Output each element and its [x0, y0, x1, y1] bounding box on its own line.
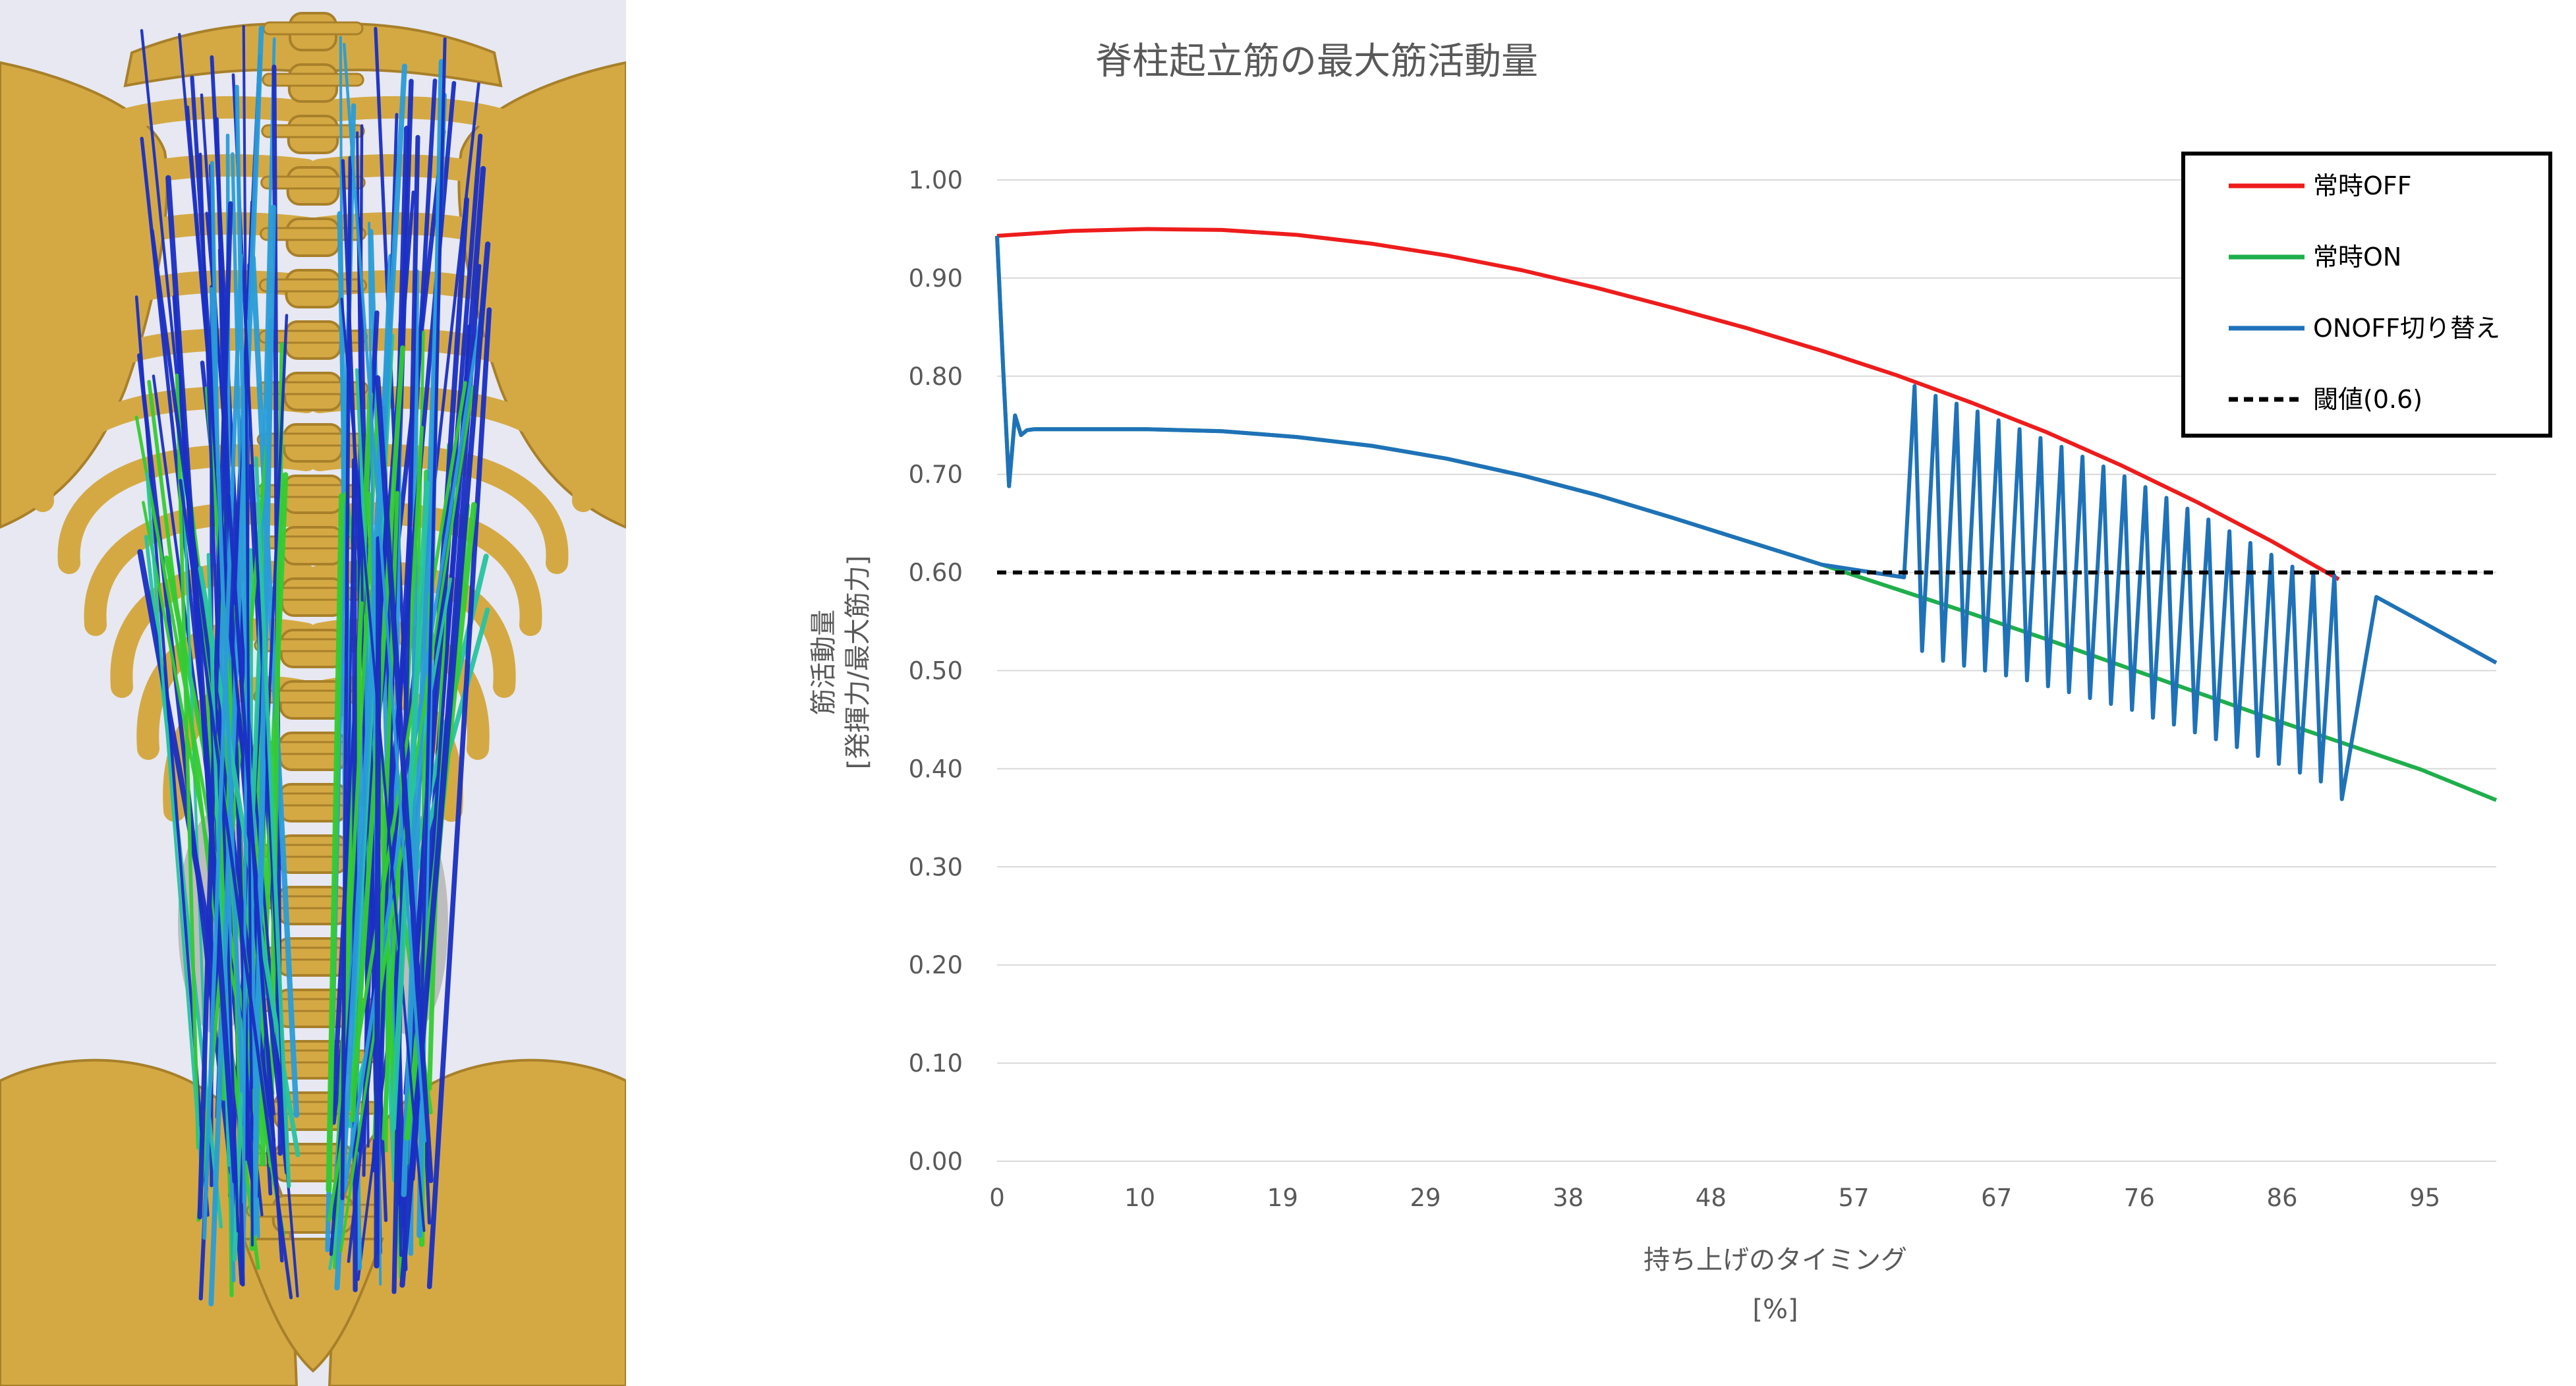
y-tick-label: 0.40 — [909, 755, 963, 783]
x-tick-label: 57 — [1838, 1184, 1869, 1212]
y-tick-label: 1.00 — [909, 166, 963, 194]
y-tick-label: 0.50 — [909, 657, 963, 685]
y-tick-label: 0.20 — [909, 951, 963, 979]
x-tick-label: 10 — [1124, 1184, 1155, 1212]
x-tick-label: 0 — [989, 1184, 1005, 1212]
y-tick-label: 0.70 — [909, 461, 963, 489]
y-tick-label: 0.10 — [909, 1049, 963, 1078]
x-tick-label: 48 — [1696, 1184, 1727, 1212]
y-axis-label-line1: 筋活動量 — [809, 610, 839, 715]
y-axis-ticks: 0.00 0.10 0.20 0.30 0.40 0.50 0.60 0.70 0.80 0.90… — [909, 166, 963, 1176]
y-tick-label: 0.60 — [909, 559, 963, 587]
x-tick-label: 67 — [1981, 1184, 2012, 1212]
x-axis-label-line2: [%] — [1752, 1294, 1798, 1325]
y-tick-label: 0.90 — [909, 264, 963, 293]
x-tick-label: 76 — [2124, 1184, 2155, 1212]
x-axis-ticks: 0 10 19 29 38 48 57 67 76 86 95 — [989, 1184, 2440, 1212]
x-tick-label: 29 — [1410, 1184, 1441, 1212]
x-tick-label: 19 — [1267, 1184, 1298, 1212]
series-line-0 — [996, 227, 2340, 581]
y-axis-label-line2: [発揮力/最大筋力] — [843, 556, 873, 770]
series-line-2 — [995, 235, 2498, 801]
x-tick-label: 38 — [1553, 1184, 1584, 1212]
x-tick-label: 95 — [2409, 1184, 2440, 1212]
legend-label: 閾値(0.6) — [2313, 385, 2422, 414]
anatomy-illustration — [0, 0, 626, 1386]
erector-spinae-muscles — [134, 24, 492, 1307]
legend-label: 常時ON — [2313, 243, 2401, 272]
y-tick-label: 0.30 — [909, 853, 963, 881]
y-tick-label: 0.80 — [909, 362, 963, 391]
x-axis-label-line1: 持ち上げのタイミング — [1644, 1245, 1907, 1275]
chart-title: 脊柱起立筋の最大筋活動量 — [1095, 40, 1538, 83]
muscle-activity-chart: 脊柱起立筋の最大筋活動量 0.00 0.10 0.20 0.30 0.40 0.50 0.6… — [809, 40, 2552, 1325]
legend-box — [2181, 152, 2552, 438]
x-tick-label: 86 — [2266, 1184, 2297, 1212]
legend-label: 常時OFF — [2313, 171, 2412, 200]
legend-label: ONOFF切り替え — [2313, 314, 2500, 343]
y-tick-label: 0.00 — [909, 1147, 963, 1176]
series-lines — [995, 227, 2498, 802]
